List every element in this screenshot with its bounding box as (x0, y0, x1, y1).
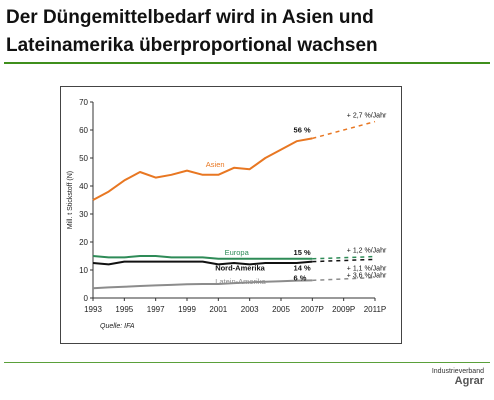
x-tick-label: 1993 (84, 305, 102, 314)
x-tick-label: 2005 (272, 305, 290, 314)
series-line-nord-amerika (92, 260, 313, 266)
y-tick-label: 60 (79, 126, 88, 135)
y-axis-label: Mill. t Stickstoff (N) (67, 171, 74, 229)
x-tick-label: 2011P (364, 305, 387, 314)
growth-label-nord-amerika: + 1,1 %/Jahr (347, 265, 387, 272)
y-tick-label: 30 (79, 210, 88, 219)
series-name-nord-amerika: Nord-Amerika (215, 264, 265, 273)
x-tick-label: 2009P (332, 305, 355, 314)
share-label-europa: 15 % (294, 248, 311, 257)
share-label-nord-amerika: 14 % (294, 264, 311, 273)
org-name-line2: Agrar (454, 375, 484, 387)
series-projection-nord-amerika (312, 258, 376, 263)
y-tick-label: 40 (79, 182, 88, 191)
y-tick-label: 0 (84, 294, 89, 303)
y-tick-label: 70 (79, 98, 88, 107)
series-line-europa (92, 255, 313, 260)
series-name-europa: Europa (225, 248, 250, 257)
x-tick-label: 1999 (178, 305, 196, 314)
footer-divider (4, 362, 490, 363)
growth-label-latein-amerika: + 3,6 %/Jahr (347, 273, 387, 280)
series-name-asien: Asien (206, 160, 225, 169)
series-projection-latein-amerika (312, 276, 376, 282)
y-tick-label: 20 (79, 238, 88, 247)
series-projection-asien (312, 120, 376, 140)
y-tick-label: 50 (79, 154, 88, 163)
growth-label-asien: + 2,7 %/Jahr (347, 113, 387, 120)
org-logo: Industrieverband Agrar (432, 368, 484, 387)
slide-title: Der Düngemittelbedarf wird in Asien und … (6, 7, 378, 56)
y-tick-label: 10 (79, 266, 88, 275)
growth-label-europa: + 1,2 %/Jahr (347, 248, 387, 255)
series-line-asien (92, 137, 313, 201)
series-line-latein-amerika (92, 279, 313, 290)
series-name-latein-amerika: Latein-Amerika (215, 277, 266, 286)
x-tick-label: 1997 (147, 305, 165, 314)
x-tick-label: 2001 (209, 305, 227, 314)
x-tick-label: 1995 (115, 305, 133, 314)
org-name-line1: Industrieverband (431, 368, 484, 375)
share-label-latein-amerika: 6 % (294, 273, 307, 282)
source-note: Quelle: IFA (100, 323, 135, 330)
x-tick-label: 2007P (301, 305, 324, 314)
series-projection-europa (312, 255, 376, 260)
share-label-asien: 56 % (294, 125, 311, 134)
title-divider (4, 62, 490, 64)
x-tick-label: 2003 (241, 305, 259, 314)
